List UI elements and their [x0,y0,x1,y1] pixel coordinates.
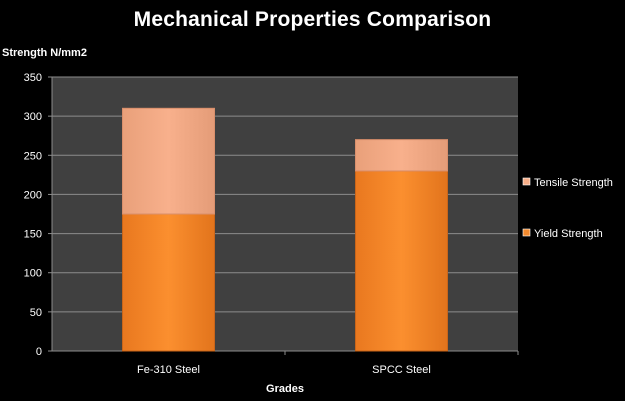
x-axis-label: Grades [266,383,304,395]
bar-yield-strength-1 [355,170,448,352]
y-tick-label: 350 [24,72,42,84]
x-tick-label: SPCC Steel [372,364,431,376]
y-tick-label: 50 [30,307,42,319]
bar-tensile-strength-0 [122,107,215,215]
legend-swatch-tensile-strength [522,177,531,186]
plot-area [52,77,518,351]
bar-tensile-strength-1 [355,139,448,172]
bar-yield-strength-0 [122,213,215,352]
y-axis-label: Strength N/mm2 [2,47,87,59]
legend-label-yield-strength: Yield Strength [534,228,603,240]
chart-title: Mechanical Properties Comparison [133,8,492,31]
y-tick-label: 150 [24,229,42,241]
x-tick-label: Fe-310 Steel [137,364,200,376]
y-tick-label: 0 [36,346,42,358]
y-tick-label: 250 [24,150,42,162]
y-tick-label: 200 [24,189,42,201]
y-tick-label: 300 [24,111,42,123]
legend-label-tensile-strength: Tensile Strength [534,177,613,189]
legend-swatch-yield-strength [522,228,531,237]
y-tick-label: 100 [24,268,42,280]
